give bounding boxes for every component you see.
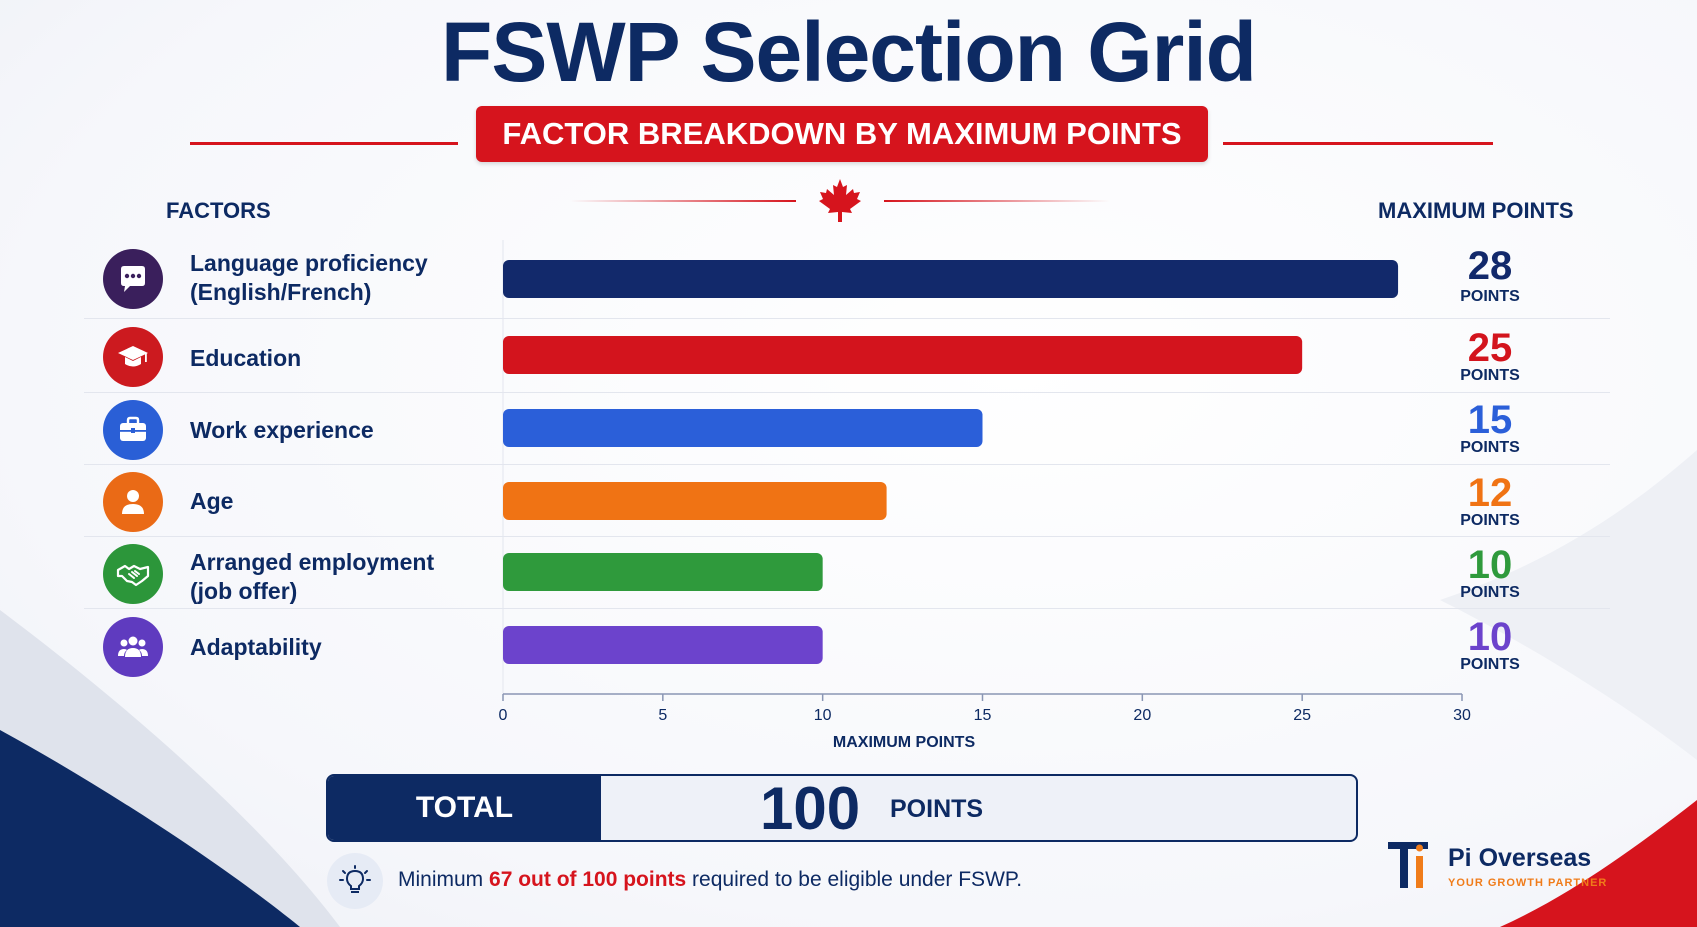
factor-label-education: Education: [190, 344, 301, 373]
bar-4: [503, 482, 887, 520]
value-label-adaptability: 10: [1467, 615, 1513, 659]
points-unit-label: POINTS: [1460, 656, 1520, 673]
bar-6: [503, 626, 823, 664]
handshake-icon: [116, 564, 150, 587]
factor-label-line: Arranged employment: [190, 549, 435, 575]
lightbulb-icon: [339, 865, 371, 893]
row-separator: [84, 464, 1610, 465]
points-unit-label: POINTS: [1460, 367, 1520, 384]
value-label-employment: 10: [1467, 543, 1513, 587]
row-separator: [84, 536, 1610, 537]
leaf-rule-right: [884, 200, 1110, 202]
brand-name: Pi Overseas: [1448, 844, 1592, 872]
brand-logo: Pi Overseas YOUR GROWTH PARTNER: [1386, 838, 1646, 894]
row-separator: [84, 392, 1610, 393]
factor-label-employment: Arranged employment (job offer): [190, 548, 434, 606]
factors-header: FACTORS: [166, 198, 271, 223]
value-label-age: 12: [1467, 471, 1513, 515]
points-unit-label: POINTS: [1460, 512, 1520, 529]
factor-label-adaptability: Adaptability: [190, 633, 322, 662]
factor-icon-adaptability: [103, 617, 163, 677]
factor-icon-education: [103, 327, 163, 387]
note-suffix: required to be eligible under FSWP.: [686, 868, 1023, 891]
factor-icon-age: [103, 472, 163, 532]
pi-overseas-logo-mark: [1388, 842, 1428, 888]
x-tick-label: 15: [974, 707, 992, 724]
x-tick-label: 0: [499, 707, 508, 724]
factor-label-line: Education: [190, 345, 302, 371]
value-label-work: 15: [1467, 398, 1513, 442]
speech-bubble-icon: [121, 266, 145, 292]
x-tick-label: 25: [1293, 707, 1311, 724]
total-unit: POINTS: [890, 795, 984, 823]
x-axis-title: MAXIMUM POINTS: [833, 734, 976, 751]
title-rule-left: [190, 142, 458, 145]
points-unit-label: POINTS: [1460, 439, 1520, 456]
maple-leaf-icon: [819, 179, 861, 222]
factor-label-language: Language proficiency (English/French): [190, 249, 428, 307]
bar-1: [503, 260, 1399, 298]
row-separator: [84, 318, 1610, 319]
briefcase-icon: [120, 416, 146, 441]
total-label: TOTAL: [328, 776, 601, 840]
factor-label-line: Adaptability: [190, 634, 322, 660]
lightbulb-badge: [327, 853, 383, 909]
value-label-language: 28: [1467, 244, 1513, 288]
brand-tagline: YOUR GROWTH PARTNER: [1448, 877, 1608, 889]
factor-label-line: (job offer): [190, 578, 298, 604]
max-points-header: MAXIMUM POINTS: [1378, 198, 1574, 223]
factor-icon-employment: [103, 544, 163, 604]
total-box: TOTAL 100 POINTS: [326, 774, 1358, 842]
person-icon: [122, 490, 144, 514]
points-unit-label: POINTS: [1460, 584, 1520, 601]
factor-label-line: Language proficiency: [190, 250, 428, 276]
x-tick-label: 10: [814, 707, 832, 724]
note-highlight: 67 out of 100 points: [489, 868, 687, 891]
bar-2: [503, 336, 1303, 374]
factor-label-line: (English/French): [190, 279, 372, 305]
factor-icon-language: [103, 249, 163, 309]
total-value: 100: [760, 775, 861, 842]
factor-label-work: Work experience: [190, 416, 374, 445]
eligibility-note: Minimum 67 out of 100 points required to…: [398, 868, 1022, 892]
factor-label-age: Age: [190, 487, 233, 516]
people-group-icon: [118, 636, 148, 657]
page-title: FSWP Selection Grid: [441, 5, 1257, 99]
graduation-cap-icon: [118, 346, 148, 367]
subtitle-banner: FACTOR BREAKDOWN BY MAXIMUM POINTS: [476, 106, 1208, 162]
value-label-education: 25: [1467, 326, 1513, 370]
leaf-rule-left: [570, 200, 796, 202]
factor-label-line: Work experience: [190, 417, 374, 443]
x-tick-label: 5: [658, 707, 667, 724]
bar-3: [503, 409, 983, 447]
factor-label-line: Age: [190, 488, 234, 514]
note-prefix: Minimum: [398, 868, 490, 891]
x-tick-label: 30: [1453, 707, 1471, 724]
x-tick-label: 20: [1133, 707, 1151, 724]
factor-icon-work: [103, 400, 163, 460]
bar-5: [503, 553, 823, 591]
row-separator: [84, 608, 1610, 609]
points-unit-label: POINTS: [1460, 288, 1520, 305]
title-rule-right: [1223, 142, 1493, 145]
